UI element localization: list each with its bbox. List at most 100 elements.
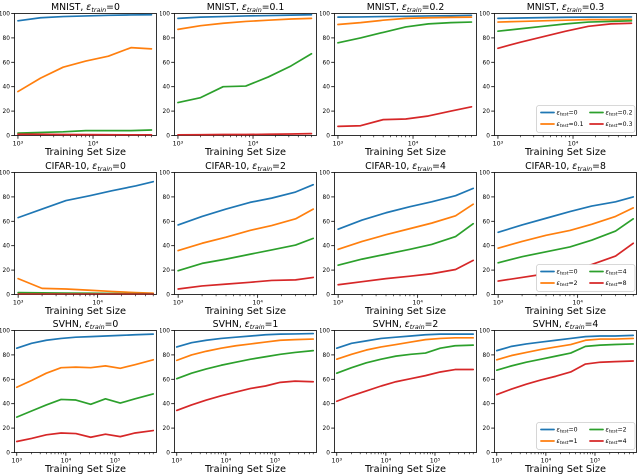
y-tick-label: 100 <box>0 11 10 17</box>
y-tick-label: 80 <box>323 36 331 42</box>
subplot-4: MNIST, εtrain=0.3 0 20 40 60 80 100 10³ 10⁴ εtest… <box>480 0 640 159</box>
axes-frame <box>334 171 477 295</box>
subplot-canvas: CIFAR-10, εtrain=2 0 20 40 60 80 100 10³ 10⁴Trai… <box>160 161 317 317</box>
subplot-1: MNIST, εtrain=0 0 20 40 60 80 100 10³ 10⁴ Trainin… <box>0 0 160 159</box>
y-tick-label: 40 <box>323 85 331 91</box>
y-tick-label: 60 <box>3 378 11 384</box>
x-tick-label: 10³ <box>331 458 342 465</box>
legend-label: εtest=4 <box>605 268 626 276</box>
y-tick-label: 60 <box>163 378 171 384</box>
series-line-red <box>17 133 153 136</box>
series-line-orange <box>175 338 315 362</box>
legend-label: εtest=0.3 <box>605 121 632 129</box>
axis-xlabel: Training Set Size <box>364 464 446 475</box>
series-line-orange <box>177 207 315 252</box>
y-tick-label: 80 <box>163 195 171 201</box>
y-tick-label: 100 <box>320 170 330 176</box>
legend-label: εtest=2 <box>605 427 626 435</box>
y-tick-label: 100 <box>480 11 490 17</box>
series-line-green <box>335 344 475 375</box>
y-tick-label: 80 <box>163 353 171 359</box>
x-tick-label: 10³ <box>333 299 344 306</box>
y-tick-label: 20 <box>483 426 491 432</box>
subplot-title: MNIST, εtrain=0.2 <box>367 2 445 14</box>
subplot-canvas: SVHN, εtrain=4 0 20 40 60 80 100 10³ 10⁴ 10⁵ εtest… <box>480 319 637 475</box>
legend-label: εtest=0.1 <box>557 121 584 129</box>
legend-box <box>536 263 636 292</box>
axis-xlabel: Training Set Size <box>364 306 446 317</box>
axis-xlabel: Training Set Size <box>524 464 606 475</box>
series-line-green <box>15 393 155 419</box>
subplot-title: SVHN, εtrain=2 <box>373 319 439 331</box>
subplot-2: MNIST, εtrain=0.1 0 20 40 60 80 100 10³ 10⁴ Train… <box>160 0 320 159</box>
series-line-green <box>497 217 635 264</box>
y-tick-label: 60 <box>163 219 171 225</box>
subplot-title: MNIST, εtrain=0 <box>51 2 120 14</box>
series-line-blue <box>177 13 313 20</box>
y-tick-label: 100 <box>480 170 490 176</box>
legend-label: εtest=0 <box>557 109 578 117</box>
series-line-green <box>337 222 475 266</box>
series-line-blue <box>495 334 635 352</box>
y-tick-label: 40 <box>483 243 491 249</box>
axis-xlabel: Training Set Size <box>524 306 606 317</box>
series-line-red <box>15 429 155 443</box>
x-tick-label: 10⁴ <box>568 140 579 147</box>
series-line-blue <box>497 16 633 20</box>
x-tick-label: 10⁴ <box>408 140 419 147</box>
y-tick-label: 0 <box>166 292 170 298</box>
x-tick-label: 10³ <box>11 458 22 465</box>
series-line-green <box>17 129 153 134</box>
y-tick-label: 20 <box>163 426 171 432</box>
subplot-3: MNIST, εtrain=0.2 0 20 40 60 80 100 10³ 10⁴ Train… <box>320 0 480 159</box>
y-tick-label: 60 <box>323 219 331 225</box>
x-tick-label: 10³ <box>173 299 184 306</box>
subplot-5: CIFAR-10, εtrain=0 0 20 40 60 80 100 10³ 10⁴ Trai… <box>0 159 160 318</box>
series-line-green <box>495 343 635 372</box>
y-tick-label: 0 <box>6 133 10 139</box>
subplot-6: CIFAR-10, εtrain=2 0 20 40 60 80 100 10³ 10⁴ Trai… <box>160 159 320 318</box>
y-tick-label: 0 <box>486 133 490 139</box>
subplot-title: SVHN, εtrain=4 <box>533 319 599 331</box>
y-tick-label: 80 <box>323 195 331 201</box>
axis-xlabel: Training Set Size <box>204 306 286 317</box>
series-line-blue <box>337 14 473 19</box>
x-tick-label: 10⁴ <box>248 140 259 147</box>
series-line-orange <box>337 203 475 250</box>
y-tick-label: 40 <box>323 402 331 408</box>
series-line-orange <box>337 16 473 26</box>
legend: εtest=0 εtest=0.1 εtest=0.2 εtest=0.3 <box>536 105 636 133</box>
x-tick-label: 10³ <box>333 140 344 147</box>
legend: εtest=0 εtest=2 εtest=4 εtest=8 <box>536 263 636 292</box>
x-tick-label: 10⁵ <box>590 458 601 465</box>
subplot-7: CIFAR-10, εtrain=4 0 20 40 60 80 100 10³ 10⁴ Trai… <box>320 159 480 318</box>
y-tick-label: 80 <box>3 195 11 201</box>
y-tick-label: 20 <box>3 109 11 115</box>
series-line-red <box>495 360 635 396</box>
series-line-blue <box>337 187 475 230</box>
x-tick-label: 10⁴ <box>412 299 423 306</box>
x-tick-label: 10³ <box>171 458 182 465</box>
axes-frame <box>14 13 157 136</box>
legend-label: εtest=8 <box>605 280 626 288</box>
subplot-canvas: MNIST, εtrain=0.1 0 20 40 60 80 100 10³ 10⁴Train… <box>160 2 317 158</box>
y-tick-label: 20 <box>323 268 331 274</box>
y-tick-label: 20 <box>323 109 331 115</box>
series-line-orange <box>497 206 635 249</box>
series-line-green <box>497 19 633 33</box>
series-line-orange <box>17 277 155 294</box>
series-line-green <box>177 237 315 272</box>
y-tick-label: 0 <box>166 133 170 139</box>
y-tick-label: 20 <box>163 268 171 274</box>
legend-label: εtest=0 <box>557 427 578 435</box>
series-line-blue <box>15 333 155 350</box>
subplot-canvas: MNIST, εtrain=0.3 0 20 40 60 80 100 10³ 10⁴ εtest… <box>480 2 637 158</box>
subplot-title: SVHN, εtrain=1 <box>213 319 279 331</box>
series-line-orange <box>497 18 633 23</box>
y-tick-label: 80 <box>3 36 11 42</box>
series-line-red <box>177 132 313 136</box>
y-tick-label: 80 <box>323 353 331 359</box>
subplot-canvas: SVHN, εtrain=2 0 20 40 60 80 100 10³ 10⁴ 10⁵Train… <box>320 319 477 475</box>
subplot-12: SVHN, εtrain=4 0 20 40 60 80 100 10³ 10⁴ 10⁵ εtest… <box>480 317 640 476</box>
series-line-blue <box>17 13 153 22</box>
